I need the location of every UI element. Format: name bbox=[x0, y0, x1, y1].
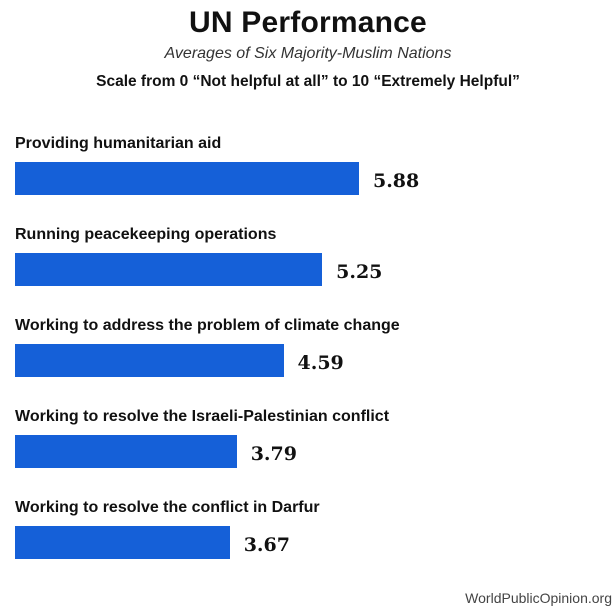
scale-note: Scale from 0 “Not helpful at all” to 10 … bbox=[96, 73, 520, 90]
category-label: Working to resolve the Israeli-Palestini… bbox=[15, 408, 390, 425]
bar bbox=[15, 253, 323, 286]
chart-subtitle: Averages of Six Majority-Muslim Nations bbox=[164, 45, 452, 62]
category-label: Providing humanitarian aid bbox=[15, 135, 222, 152]
category-label: Working to resolve the conflict in Darfu… bbox=[15, 499, 320, 516]
bar bbox=[15, 526, 230, 559]
bar bbox=[15, 162, 359, 195]
value-label: 3.67 bbox=[243, 534, 290, 556]
source-credit: WorldPublicOpinion.org bbox=[465, 590, 612, 606]
bar bbox=[15, 344, 284, 377]
category-label: Running peacekeeping operations bbox=[15, 226, 277, 243]
value-label: 5.25 bbox=[336, 261, 383, 283]
value-label: 5.88 bbox=[372, 170, 420, 192]
value-label: 4.59 bbox=[297, 352, 344, 374]
category-label: Working to address the problem of climat… bbox=[15, 317, 400, 334]
bar bbox=[15, 435, 237, 468]
chart-title: UN Performance bbox=[189, 6, 427, 39]
value-label: 3.79 bbox=[250, 443, 297, 465]
